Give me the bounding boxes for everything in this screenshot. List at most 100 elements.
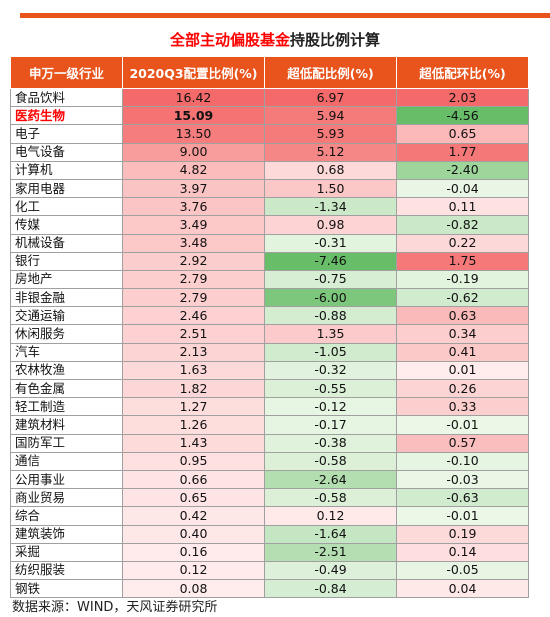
allocation-cell: 1.82: [122, 378, 265, 399]
over-under-cell: -1.05: [264, 342, 397, 362]
qoq-cell: -0.62: [396, 288, 529, 308]
table-row: 医药生物 15.09 5.94 -4.56: [10, 106, 529, 126]
table-row: 电气设备 9.00 5.12 1.77: [10, 142, 529, 162]
industry-cell: 房地产: [10, 269, 123, 290]
qoq-cell: -0.82: [396, 215, 529, 235]
over-under-cell: -0.84: [264, 579, 397, 599]
table-row: 钢铁 0.08 -0.84 0.04: [10, 579, 529, 599]
qoq-cell: 0.26: [396, 378, 529, 399]
industry-cell: 电气设备: [10, 142, 123, 162]
qoq-cell: 0.63: [396, 306, 529, 326]
source-note: 数据来源：WIND，天风证券研究所: [12, 600, 218, 615]
industry-cell: 公用事业: [10, 469, 123, 490]
over-under-cell: -0.58: [264, 451, 397, 471]
table-row: 家用电器 3.97 1.50 -0.04: [10, 178, 529, 199]
over-under-cell: -0.58: [264, 488, 397, 508]
qoq-cell: -2.40: [396, 160, 529, 180]
over-under-cell: -0.38: [264, 433, 397, 453]
qoq-cell: 0.41: [396, 342, 529, 362]
table-row: 采掘 0.16 -2.51 0.14: [10, 542, 529, 562]
industry-cell: 传媒: [10, 215, 123, 235]
industry-cell: 机械设备: [10, 233, 123, 253]
title-rest: 持股比例计算: [290, 31, 381, 49]
table-row: 食品饮料 16.42 6.97 2.03: [10, 87, 529, 108]
table-title: 全部主动偏股基金持股比例计算: [0, 30, 550, 50]
industry-cell: 农林牧渔: [10, 360, 123, 381]
industry-cell: 通信: [10, 451, 123, 471]
allocation-cell: 0.42: [122, 506, 265, 526]
industry-cell: 食品饮料: [10, 87, 123, 108]
over-under-cell: -0.75: [264, 269, 397, 290]
over-under-cell: 1.35: [264, 324, 397, 344]
header-qoq: 超低配环比(%): [396, 56, 529, 89]
allocation-cell: 2.13: [122, 342, 265, 362]
allocation-cell: 0.12: [122, 560, 265, 581]
qoq-cell: 0.19: [396, 524, 529, 544]
industry-cell: 国防军工: [10, 433, 123, 453]
table-row: 房地产 2.79 -0.75 -0.19: [10, 269, 529, 290]
over-under-cell: 5.12: [264, 142, 397, 162]
qoq-cell: -0.03: [396, 469, 529, 490]
qoq-cell: 1.77: [396, 142, 529, 162]
allocation-cell: 1.63: [122, 360, 265, 381]
table-row: 传媒 3.49 0.98 -0.82: [10, 215, 529, 235]
allocation-cell: 0.16: [122, 542, 265, 562]
table-row: 有色金属 1.82 -0.55 0.26: [10, 378, 529, 399]
table-row: 机械设备 3.48 -0.31 0.22: [10, 233, 529, 253]
allocation-cell: 1.27: [122, 397, 265, 417]
table-row: 建筑材料 1.26 -0.17 -0.01: [10, 415, 529, 435]
allocation-cell: 15.09: [122, 106, 265, 126]
qoq-cell: -0.63: [396, 488, 529, 508]
industry-cell: 化工: [10, 197, 123, 217]
top-accent-bar: [20, 13, 550, 18]
qoq-cell: -0.04: [396, 178, 529, 199]
qoq-cell: -4.56: [396, 106, 529, 126]
allocation-cell: 2.79: [122, 288, 265, 308]
over-under-cell: -2.51: [264, 542, 397, 562]
over-under-cell: -0.49: [264, 560, 397, 581]
allocation-cell: 2.51: [122, 324, 265, 344]
allocation-cell: 1.26: [122, 415, 265, 435]
table-row: 非银金融 2.79 -6.00 -0.62: [10, 288, 529, 308]
allocation-cell: 0.08: [122, 579, 265, 599]
over-under-cell: -0.55: [264, 378, 397, 399]
title-highlight: 全部主动偏股基金: [169, 31, 290, 49]
over-under-cell: -0.12: [264, 397, 397, 417]
over-under-cell: -7.46: [264, 251, 397, 271]
table-row: 银行 2.92 -7.46 1.75: [10, 251, 529, 271]
allocation-cell: 13.50: [122, 124, 265, 144]
table-row: 轻工制造 1.27 -0.12 0.33: [10, 397, 529, 417]
over-under-cell: 5.94: [264, 106, 397, 126]
table-row: 国防军工 1.43 -0.38 0.57: [10, 433, 529, 453]
header-allocation: 2020Q3配置比例(%): [122, 56, 265, 89]
table-row: 化工 3.76 -1.34 0.11: [10, 197, 529, 217]
qoq-cell: 2.03: [396, 87, 529, 108]
table-row: 通信 0.95 -0.58 -0.10: [10, 451, 529, 471]
allocation-cell: 2.79: [122, 269, 265, 290]
allocation-cell: 0.66: [122, 469, 265, 490]
allocation-cell: 3.49: [122, 215, 265, 235]
qoq-cell: -0.05: [396, 560, 529, 581]
allocation-cell: 0.95: [122, 451, 265, 471]
industry-cell: 建筑材料: [10, 415, 123, 435]
header-row: 申万一级行业 2020Q3配置比例(%) 超低配比例(%) 超低配环比(%): [10, 56, 529, 89]
industry-cell: 建筑装饰: [10, 524, 123, 544]
table-row: 综合 0.42 0.12 -0.01: [10, 506, 529, 526]
table-row: 商业贸易 0.65 -0.58 -0.63: [10, 488, 529, 508]
over-under-cell: 1.50: [264, 178, 397, 199]
allocation-cell: 9.00: [122, 142, 265, 162]
allocation-cell: 1.43: [122, 433, 265, 453]
qoq-cell: -0.10: [396, 451, 529, 471]
qoq-cell: 0.34: [396, 324, 529, 344]
qoq-cell: 0.65: [396, 124, 529, 144]
table-row: 计算机 4.82 0.68 -2.40: [10, 160, 529, 180]
qoq-cell: 0.22: [396, 233, 529, 253]
over-under-cell: -6.00: [264, 288, 397, 308]
table-row: 休闲服务 2.51 1.35 0.34: [10, 324, 529, 344]
industry-cell: 医药生物: [10, 106, 123, 126]
industry-cell: 有色金属: [10, 378, 123, 399]
industry-cell: 交通运输: [10, 306, 123, 326]
industry-cell: 综合: [10, 506, 123, 526]
industry-cell: 电子: [10, 124, 123, 144]
allocation-cell: 0.40: [122, 524, 265, 544]
